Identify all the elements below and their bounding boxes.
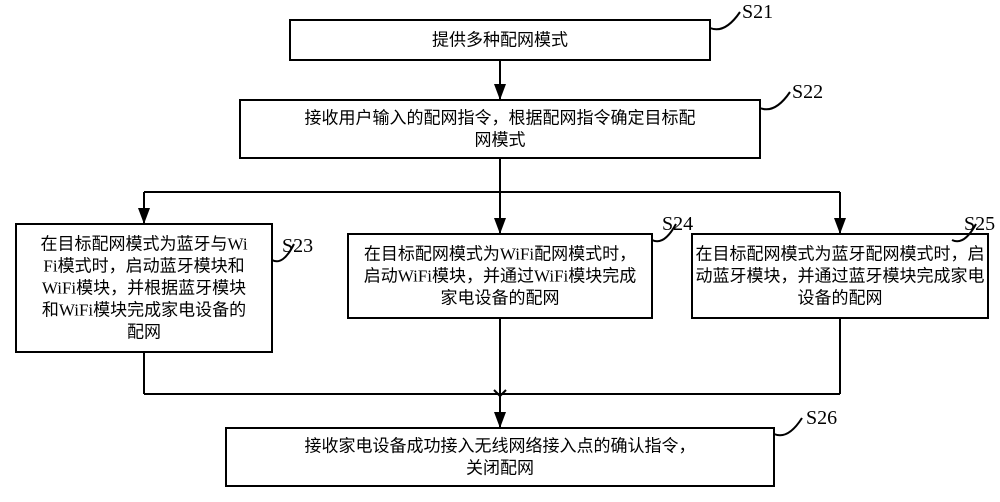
node-text: 启动WiFi模块，并通过WiFi模块完成 <box>364 267 637 286</box>
node-s25: 在目标配网模式为蓝牙配网模式时，启动蓝牙模块，并通过蓝牙模块完成家电设备的配网 S… <box>692 213 995 318</box>
step-tag: S24 <box>662 213 693 235</box>
node-text: WiFi模块，并根据蓝牙模块 <box>42 279 246 298</box>
node-text: 接收家电设备成功接入无线网络接入点的确认指令， <box>305 437 696 456</box>
node-s21: 提供多种配网模式 S21 <box>290 1 773 60</box>
step-tag: S23 <box>282 235 313 257</box>
node-text: 配网 <box>127 323 161 342</box>
node-text: 和WiFi模块完成家电设备的 <box>42 301 246 320</box>
node-text: 设备的配网 <box>798 289 883 308</box>
node-s26: 接收家电设备成功接入无线网络接入点的确认指令， 关闭配网 S26 <box>226 407 837 486</box>
node-text: 在目标配网模式为蓝牙配网模式时，启 <box>696 245 985 264</box>
node-text: 动蓝牙模块，并通过蓝牙模块完成家电 <box>696 267 985 286</box>
step-tag: S26 <box>806 407 837 429</box>
node-text: 在目标配网模式为蓝牙与Wi <box>40 235 247 254</box>
callout-s22 <box>760 92 790 109</box>
step-tag: S22 <box>792 81 823 103</box>
node-text: 关闭配网 <box>466 459 534 478</box>
step-tag: S25 <box>964 213 995 235</box>
node-text: 网模式 <box>475 131 526 150</box>
callout-s26 <box>774 418 802 435</box>
node-s24: 在目标配网模式为WiFi配网模式时， 启动WiFi模块，并通过WiFi模块完成家电… <box>348 213 693 318</box>
callout-s21 <box>710 12 740 29</box>
node-s22: 接收用户输入的配网指令，根据配网指令确定目标配网模式 S22 <box>240 81 823 158</box>
node-text: 在目标配网模式为WiFi配网模式时， <box>364 245 636 264</box>
node-text: 提供多种配网模式 <box>432 31 568 50</box>
node-s23: 在目标配网模式为蓝牙与Wi Fi模式时，启动蓝牙模块和 WiFi模块，并根据蓝牙模块… <box>16 224 313 352</box>
node-text: 家电设备的配网 <box>441 289 560 308</box>
node-text: Fi模式时，启动蓝牙模块和 <box>43 257 244 276</box>
node-text: 接收用户输入的配网指令，根据配网指令确定目标配 <box>305 109 696 128</box>
step-tag: S21 <box>742 1 773 23</box>
